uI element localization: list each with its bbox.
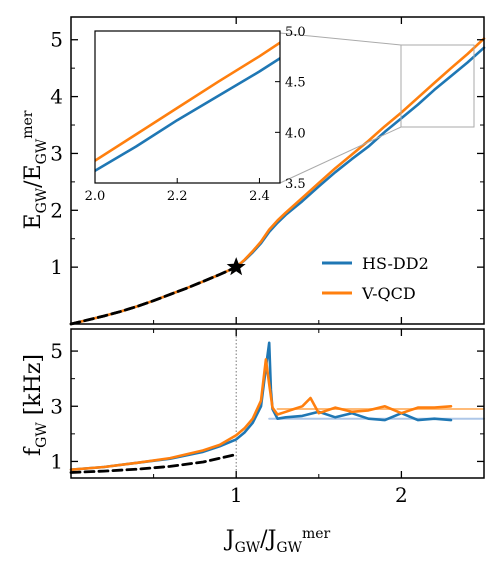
- bottom-axes-frame: [70, 328, 485, 479]
- inset-axes-frame: [94, 30, 281, 184]
- top-ytick-label: 5: [50, 28, 63, 52]
- bottom-xtick-label: 1: [230, 483, 243, 507]
- zoom-connector-top: [279, 32, 402, 46]
- inset-ytick-label: 4.0: [285, 126, 306, 141]
- top-panel: 1 2 3 4 5 EGW/EGWmer 2.0 2.2 2.4 3.5 4.0 4.5 5.0 H…: [20, 16, 486, 326]
- zoom-region-box: [400, 44, 475, 128]
- top-ytick-label: 2: [50, 198, 63, 222]
- inset-ytick-label: 3.5: [285, 177, 306, 192]
- bottom-line-hs-dd2: [69, 341, 453, 471]
- bottom-series-group: [69, 329, 485, 478]
- inset-line-hs-dd2: [95, 56, 280, 173]
- bottom-ytick-label: 5: [50, 339, 63, 363]
- legend-label-v-qcd: V-QCD: [361, 284, 416, 303]
- x-axis-label: JGW/JGWmer: [224, 526, 331, 556]
- bottom-ticks: 1 3 5 1 2: [50, 329, 485, 507]
- inset-ytick-label: 5.0: [285, 25, 306, 40]
- bottom-line-dashed-4: [69, 453, 238, 474]
- bottom-panel: 1 3 5 1 2 fGW [kHz] JGW/JGWmer: [21, 328, 485, 556]
- zoom-connector-bottom: [279, 126, 402, 184]
- bottom-ylabel: fGW [kHz]: [21, 354, 50, 456]
- inset-panel: 2.0 2.2 2.4 3.5 4.0 4.5 5.0: [85, 25, 306, 204]
- bottom-xtick-label: 2: [395, 483, 408, 507]
- bottom-ytick-label: 3: [50, 394, 63, 418]
- legend: HS-DD2 V-QCD: [322, 254, 429, 303]
- legend-label-hs-dd2: HS-DD2: [362, 254, 429, 273]
- top-series-group: [69, 37, 486, 326]
- top-ytick-label: 1: [50, 255, 63, 279]
- inset-ticks: 2.0 2.2 2.4 3.5 4.0 4.5 5.0: [85, 25, 306, 204]
- top-axes-frame: [70, 16, 485, 325]
- top-yticks: 1 2 3 4 5: [50, 17, 485, 324]
- top-ytick-label: 4: [50, 85, 63, 109]
- top-ytick-label: 3: [50, 141, 63, 165]
- inset-background: [95, 31, 280, 183]
- top-ylabel: EGW/EGWmer: [20, 110, 50, 229]
- inset-xtick-label: 2.4: [249, 189, 270, 204]
- top-line-dashed-2: [69, 265, 238, 326]
- merger-star-marker: [226, 257, 246, 276]
- inset-xtick-label: 2.2: [167, 189, 188, 204]
- inset-line-v-qcd: [95, 41, 280, 162]
- inset-series-group: [95, 41, 280, 173]
- inset-ytick-label: 4.5: [285, 76, 306, 91]
- bottom-ytick-label: 1: [50, 449, 63, 473]
- bottom-line-v-qcd: [69, 358, 453, 471]
- inset-xtick-label: 2.0: [85, 189, 106, 204]
